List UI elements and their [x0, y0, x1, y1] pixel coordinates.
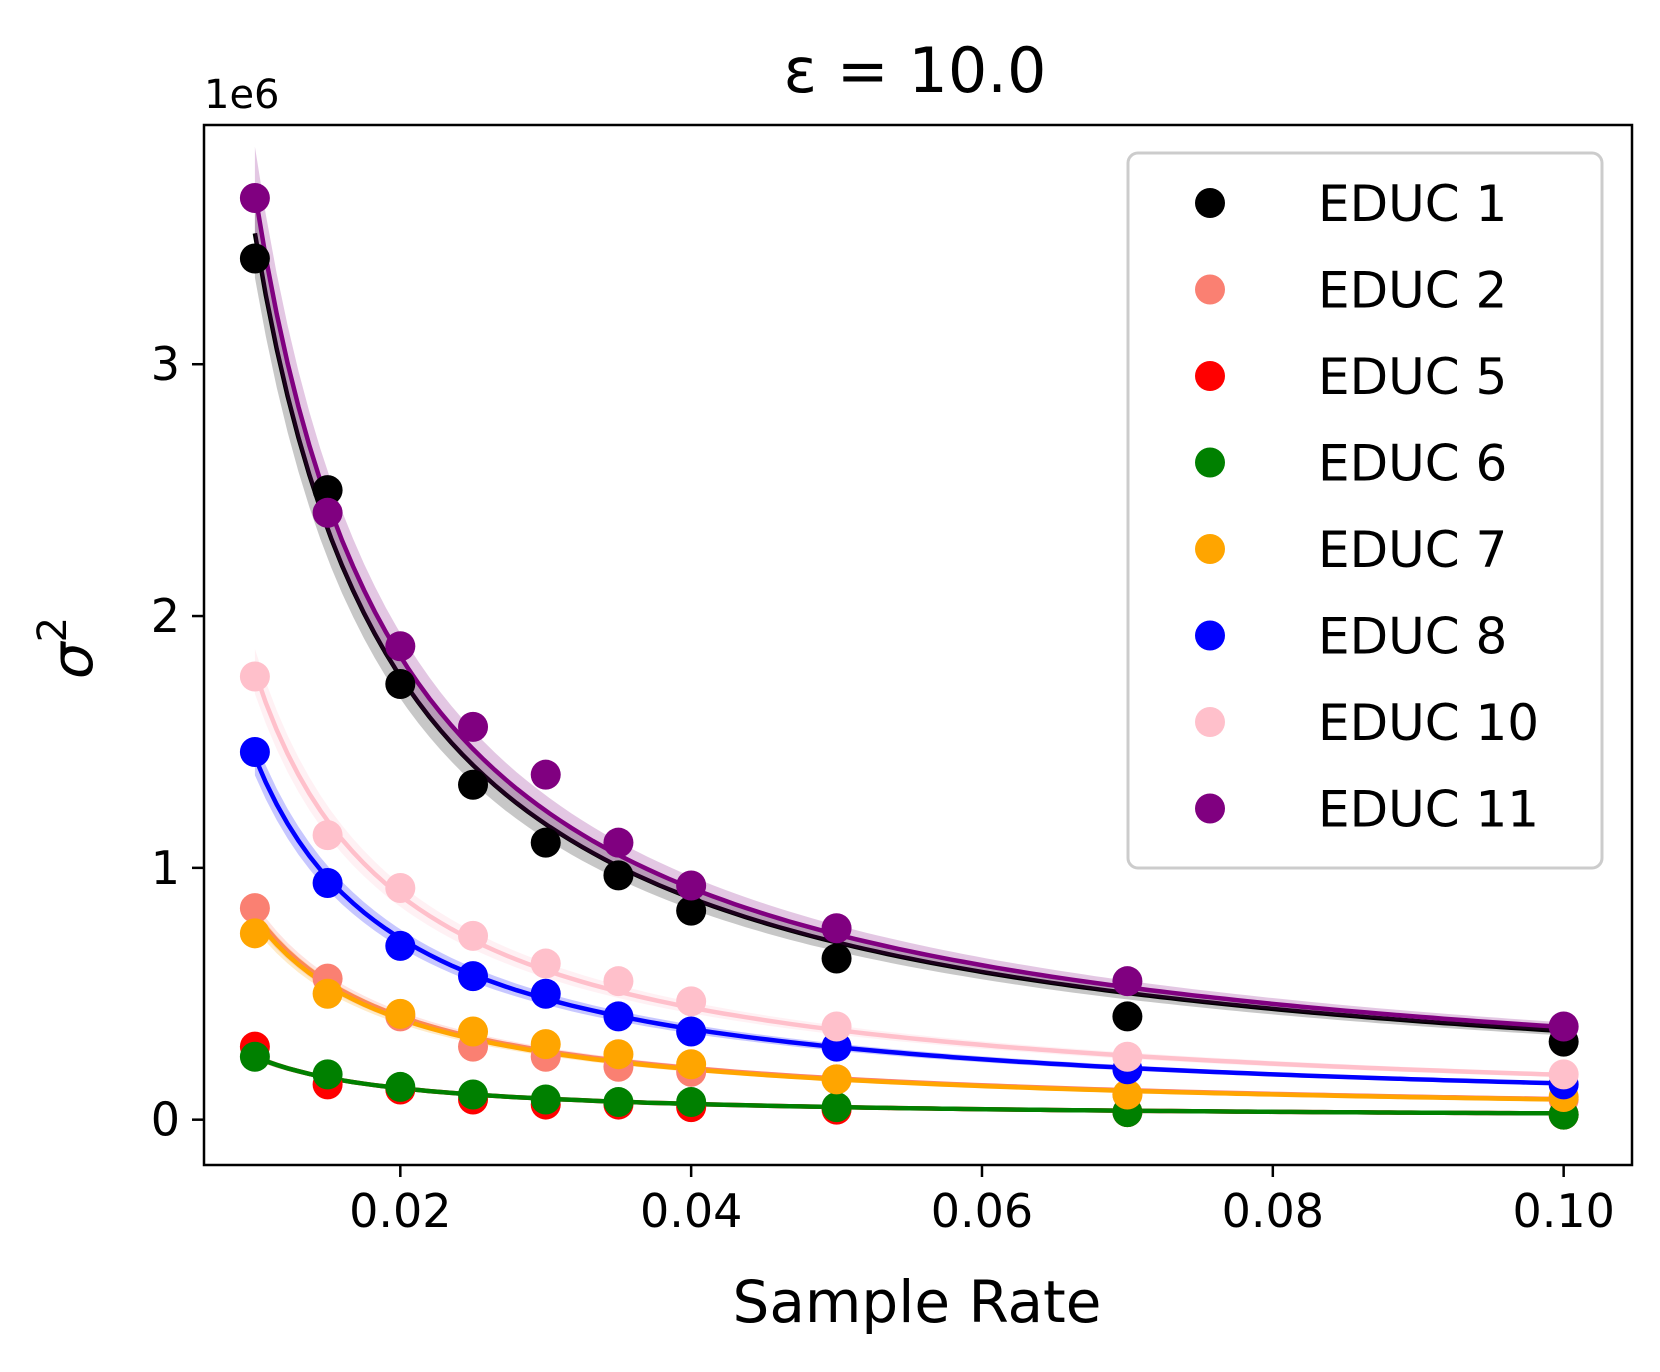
data-point: [530, 827, 561, 858]
data-point: [603, 1001, 634, 1032]
y-tick-label: 2: [151, 589, 180, 643]
data-point: [458, 711, 489, 742]
svg-text:σ2: σ2: [30, 617, 106, 679]
data-point: [676, 895, 707, 926]
data-point: [676, 870, 707, 901]
data-point: [821, 1064, 852, 1095]
data-point: [530, 948, 561, 979]
data-point: [1112, 1079, 1143, 1110]
data-point: [530, 1084, 561, 1115]
data-point: [1112, 966, 1143, 997]
data-point: [676, 1087, 707, 1118]
data-point: [239, 661, 270, 692]
y-axis-label-symbol: σ: [38, 640, 106, 679]
y-tick-label: 3: [151, 337, 180, 391]
legend-marker: [1195, 534, 1225, 564]
legend-label: EDUC 7: [1318, 521, 1507, 579]
data-point: [676, 986, 707, 1017]
data-point: [458, 920, 489, 951]
legend: EDUC 1 EDUC 2 EDUC 5 EDUC 6 EDUC 7 EDUC 8 EDUC…: [1126, 151, 1604, 870]
y-tick-label: 0: [151, 1093, 180, 1147]
data-point: [239, 243, 270, 274]
x-axis-ticks: 0.02 0.04 0.06 0.08 0.10: [349, 1165, 1615, 1238]
y-axis-offset-label: 1e6: [204, 72, 280, 118]
x-tick-label: 0.06: [931, 1184, 1033, 1238]
data-point: [1548, 1059, 1579, 1090]
data-point: [821, 1092, 852, 1123]
data-point: [312, 978, 343, 1009]
data-point: [603, 966, 634, 997]
legend-marker: [1195, 707, 1225, 737]
data-point: [603, 827, 634, 858]
data-point: [530, 978, 561, 1009]
data-point: [458, 769, 489, 800]
y-axis-label-superscript: 2: [30, 617, 76, 642]
data-point: [312, 497, 343, 528]
x-tick-label: 0.04: [640, 1184, 742, 1238]
data-point: [312, 867, 343, 898]
data-point: [676, 1016, 707, 1047]
data-point: [239, 918, 270, 949]
chart-title: ε = 10.0: [784, 34, 1047, 107]
data-point: [458, 1016, 489, 1047]
legend-label: EDUC 5: [1318, 348, 1507, 406]
data-point: [603, 860, 634, 891]
legend-marker: [1195, 620, 1225, 651]
legend-label: EDUC 6: [1318, 435, 1507, 493]
data-point: [676, 1049, 707, 1080]
legend-marker: [1195, 447, 1225, 478]
data-point: [312, 1059, 343, 1090]
x-tick-label: 0.02: [349, 1184, 451, 1238]
legend-marker: [1195, 361, 1225, 391]
data-points-layer: [239, 183, 1579, 1130]
data-point: [385, 873, 416, 904]
data-point: [821, 913, 852, 944]
data-point: [239, 893, 270, 924]
x-tick-label: 0.08: [1222, 1184, 1324, 1238]
data-point: [239, 737, 270, 768]
data-point: [1548, 1011, 1579, 1042]
data-point: [458, 1079, 489, 1110]
data-point: [821, 1011, 852, 1042]
data-point: [239, 1041, 270, 1072]
plot-frame: [202, 123, 1634, 1167]
data-point: [821, 943, 852, 974]
legend-frame: [1126, 151, 1604, 870]
data-point: [385, 998, 416, 1029]
data-point: [530, 759, 561, 790]
x-axis-label: Sample Rate: [733, 1268, 1102, 1336]
y-tick-label: 1: [151, 841, 180, 895]
data-point: [1112, 1041, 1143, 1072]
data-point: [603, 1087, 634, 1118]
data-point: [385, 1071, 416, 1102]
data-point: [312, 820, 343, 851]
data-point: [239, 183, 270, 214]
fit-curve: [252, 192, 1564, 1030]
legend-label: EDUC 8: [1318, 608, 1507, 666]
legend-label: EDUC 1: [1318, 175, 1507, 233]
data-point: [385, 631, 416, 662]
legend-marker: [1195, 188, 1225, 218]
data-point: [1112, 1001, 1143, 1032]
data-point: [603, 1039, 634, 1070]
fit-curve: [253, 911, 1564, 1102]
legend-label: EDUC 10: [1318, 694, 1539, 752]
legend-marker: [1195, 793, 1225, 824]
data-point: [458, 961, 489, 992]
x-tick-label: 0.10: [1512, 1184, 1614, 1238]
y-axis-label: σ2: [30, 617, 106, 679]
y-axis-ticks: 0 1 2 3: [151, 337, 204, 1147]
data-point: [385, 930, 416, 961]
legend-marker: [1195, 274, 1225, 305]
data-point: [385, 669, 416, 700]
legend-label: EDUC 2: [1318, 262, 1507, 320]
data-point: [312, 475, 343, 506]
legend-label: EDUC 11: [1318, 781, 1539, 839]
data-point: [530, 1029, 561, 1060]
fit-curve: [252, 232, 1564, 1034]
